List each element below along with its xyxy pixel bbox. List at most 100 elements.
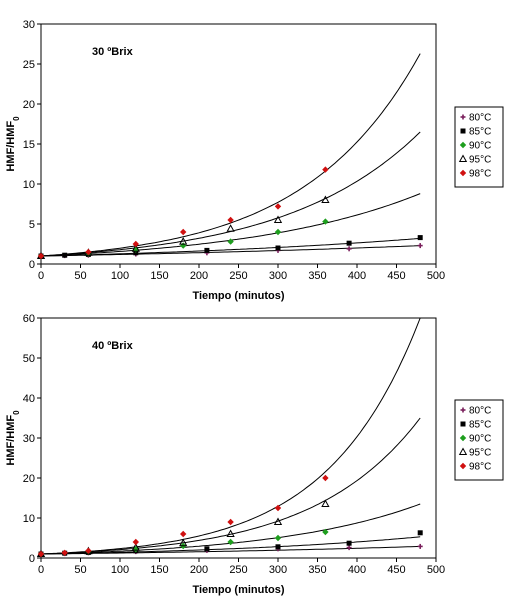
data-point: [180, 242, 187, 249]
y-tick-label: 40: [23, 393, 35, 405]
data-point: [85, 547, 92, 554]
data-point: [37, 252, 45, 260]
x-axis-title: Tiempo (minutos): [192, 290, 284, 302]
legend: 80°C 85°C 90°C 95°C 98°C: [454, 106, 504, 188]
y-tick-label: 50: [23, 353, 35, 365]
series-1: [38, 543, 423, 557]
x-tick-label: 450: [387, 270, 405, 282]
y-tick-label: 30: [23, 433, 35, 445]
data-point: [274, 203, 282, 210]
x-tick-label: 250: [229, 270, 247, 282]
x-tick-label: 500: [427, 564, 445, 576]
y-axis-title: HMF/HMF0: [5, 410, 21, 466]
data-point: [275, 245, 281, 251]
y-tick-label: 10: [23, 513, 35, 525]
data-point: [274, 228, 282, 236]
legend-label: 85°C: [469, 420, 491, 431]
x-tick-label: 100: [111, 564, 129, 576]
y-tick-label: 0: [29, 259, 35, 271]
x-axis-title: Tiempo (minutos): [192, 584, 284, 596]
fit-curve-4: [40, 417, 421, 555]
y-tick-label: 5: [29, 219, 35, 231]
data-point: [227, 538, 234, 546]
data-point: [227, 238, 234, 245]
data-point: [132, 538, 139, 546]
data-point: [274, 534, 282, 542]
data-point: [274, 504, 282, 512]
data-point: [180, 530, 187, 538]
legend-marker: [458, 447, 468, 455]
x-tick-label: 350: [308, 564, 326, 576]
legend-label: 90°C: [469, 434, 491, 445]
legend-label: 85°C: [469, 127, 491, 138]
fit-curve-2: [40, 237, 421, 257]
y-tick-label: 15: [23, 139, 35, 151]
legend-label: 98°C: [469, 462, 491, 473]
series-5: [37, 166, 329, 260]
legend-label: 80°C: [469, 406, 491, 417]
panel-annotation: 40 ºBrix: [92, 340, 134, 352]
x-tick-label: 50: [74, 270, 86, 282]
x-tick-label: 150: [150, 564, 168, 576]
y-tick-label: 20: [23, 473, 35, 485]
data-point: [62, 252, 68, 258]
legend-marker: [459, 169, 467, 177]
legend-label: 95°C: [469, 155, 491, 166]
y-tick-label: 10: [23, 179, 35, 191]
data-point: [322, 528, 329, 536]
x-tick-label: 350: [308, 270, 326, 282]
x-tick-label: 200: [190, 564, 208, 576]
data-point: [204, 546, 210, 552]
data-point: [273, 215, 283, 223]
data-point: [322, 474, 329, 482]
legend-label: 98°C: [469, 169, 491, 180]
fit-curve-3: [40, 503, 421, 555]
data-point: [131, 543, 140, 551]
chart-panel-1: 0 50 100 150 200 250 300 350 400 450 5000510152025…: [5, 19, 504, 302]
y-axis-title-subscript: 0: [12, 116, 21, 121]
data-point: [85, 248, 92, 256]
legend-marker: [460, 128, 466, 134]
y-tick-label: 25: [23, 59, 35, 71]
x-tick-label: 150: [150, 270, 168, 282]
data-point: [346, 540, 352, 546]
fit-curve-2: [40, 536, 421, 555]
data-point: [346, 240, 352, 246]
data-point: [179, 538, 188, 547]
x-tick-label: 0: [38, 270, 44, 282]
x-tick-label: 300: [269, 270, 287, 282]
data-point: [322, 218, 329, 225]
data-point: [322, 166, 329, 173]
legend-marker: [458, 154, 468, 162]
x-tick-label: 450: [387, 564, 405, 576]
x-tick-label: 250: [229, 564, 247, 576]
x-tick-label: 500: [427, 270, 445, 282]
x-tick-label: 200: [190, 270, 208, 282]
data-point: [321, 499, 330, 507]
data-point: [417, 530, 423, 536]
x-tick-label: 400: [348, 564, 366, 576]
legend: 80°C 85°C 90°C 95°C 98°C: [454, 399, 504, 481]
legend-label: 80°C: [469, 113, 491, 124]
legend-label: 95°C: [469, 448, 491, 459]
y-tick-label: 0: [29, 553, 35, 565]
data-point: [61, 549, 68, 556]
data-point: [275, 544, 281, 550]
data-point: [204, 247, 210, 253]
y-tick-label: 30: [23, 19, 35, 31]
data-point: [417, 235, 423, 241]
x-tick-label: 400: [348, 270, 366, 282]
y-axis-title: HMF/HMF0: [5, 116, 21, 172]
data-point: [132, 546, 139, 553]
plot-frame: [40, 23, 437, 265]
data-point: [132, 240, 139, 248]
legend-marker: [460, 421, 466, 427]
x-tick-label: 0: [38, 564, 44, 576]
data-point: [321, 195, 330, 203]
y-tick-label: 20: [23, 99, 35, 111]
data-point: [180, 228, 187, 236]
panel-annotation: 30 ºBrix: [92, 46, 134, 58]
x-tick-label: 300: [269, 564, 287, 576]
data-point: [273, 517, 283, 525]
